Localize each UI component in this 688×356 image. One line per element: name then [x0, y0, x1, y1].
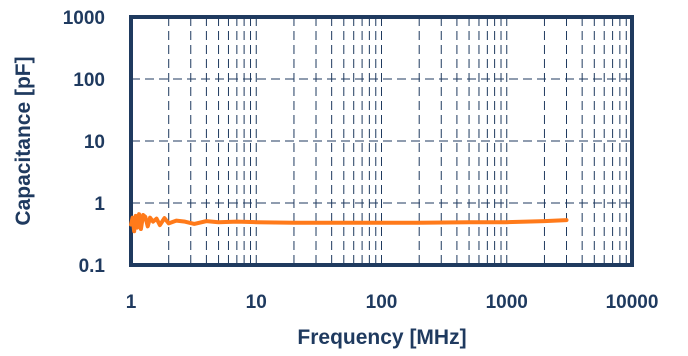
x-tick-label: 100	[366, 292, 398, 313]
x-tick-label: 10000	[606, 292, 659, 313]
capacitance-series-line	[129, 212, 569, 234]
x-tick-label: 10	[246, 292, 267, 313]
plot-area-frame	[129, 15, 634, 267]
grid-lines	[131, 17, 632, 265]
y-tick-label: 10	[84, 132, 105, 153]
y-axis-title: Capacitance [pF]	[12, 56, 35, 225]
y-axis-tick-labels: 0.1 1 10 100 1000	[63, 8, 106, 277]
y-tick-label: 0.1	[79, 256, 106, 277]
x-tick-label: 1000	[486, 292, 528, 313]
x-axis-title: Frequency [MHz]	[297, 326, 466, 349]
y-tick-label: 100	[73, 70, 105, 91]
y-tick-label: 1	[94, 194, 105, 215]
y-tick-label: 1000	[63, 8, 105, 29]
x-axis-tick-labels: 1 10 100 1000 10000	[126, 292, 659, 313]
x-tick-label: 1	[126, 292, 137, 313]
